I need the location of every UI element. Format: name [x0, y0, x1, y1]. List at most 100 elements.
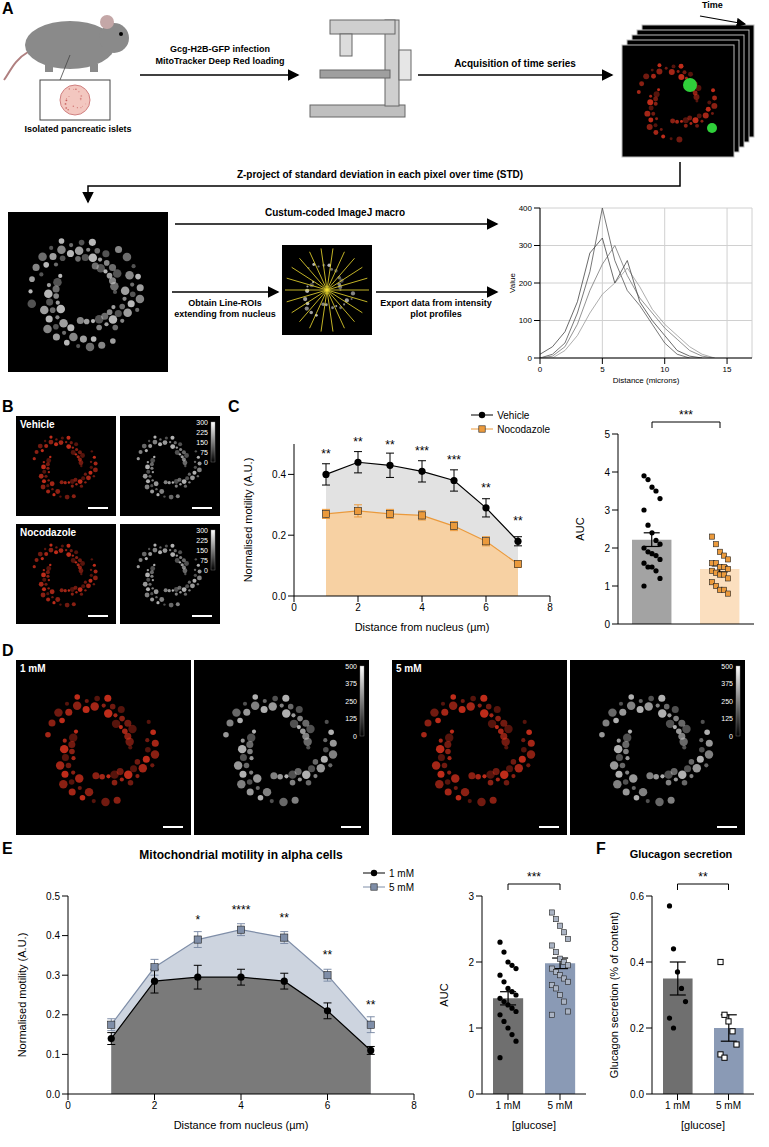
svg-text:375: 375	[345, 680, 357, 687]
svg-text:2: 2	[604, 543, 610, 554]
svg-text:0.4: 0.4	[630, 957, 644, 968]
svg-text:0: 0	[538, 365, 543, 374]
svg-text:***: ***	[447, 453, 461, 467]
svg-text:225: 225	[196, 537, 208, 544]
svg-text:****: ****	[232, 903, 251, 917]
html-text:Vehicle: Vehicle	[497, 409, 530, 421]
svg-text:75: 75	[200, 557, 208, 564]
svg-text:0: 0	[528, 354, 533, 363]
svg-text:2: 2	[468, 957, 474, 968]
svg-text:Distance from nucleus (µm): Distance from nucleus (µm)	[355, 621, 490, 633]
svg-text:Glucagon secretion (% of conte: Glucagon secretion (% of content)	[608, 912, 620, 1078]
svg-text:0.4: 0.4	[272, 469, 286, 480]
svg-text:0: 0	[291, 602, 297, 613]
svg-text:0: 0	[604, 619, 610, 630]
svg-text:5: 5	[604, 429, 610, 440]
svg-text:0.2: 0.2	[46, 1009, 60, 1020]
svg-text:150: 150	[196, 439, 208, 446]
svg-text:[glucose]: [glucose]	[512, 1119, 556, 1131]
svg-text:6: 6	[325, 1100, 331, 1111]
svg-text:250: 250	[721, 698, 733, 705]
svg-text:***: ***	[415, 444, 429, 458]
svg-text:0.0: 0.0	[272, 591, 286, 602]
svg-text:0.1: 0.1	[46, 1049, 60, 1060]
svg-text:1: 1	[604, 581, 610, 592]
svg-text:500: 500	[721, 663, 733, 670]
svg-text:3: 3	[468, 891, 474, 902]
svg-text:4: 4	[419, 602, 425, 613]
svg-text:1 mM: 1 mM	[496, 1100, 521, 1111]
svg-text:250: 250	[345, 698, 357, 705]
svg-text:**: **	[353, 435, 363, 449]
svg-text:0.3: 0.3	[46, 970, 60, 981]
svg-text:125: 125	[721, 715, 733, 722]
svg-text:Distance from nucleus (µm): Distance from nucleus (µm)	[174, 1119, 309, 1131]
svg-text:10: 10	[660, 365, 669, 374]
svg-text:0.4: 0.4	[46, 930, 60, 941]
svg-text:2: 2	[355, 602, 361, 613]
svg-text:300: 300	[196, 527, 208, 534]
svg-text:Normalised motility (A.U.): Normalised motility (A.U.)	[16, 933, 28, 1058]
svg-text:**: **	[323, 948, 333, 962]
svg-text:*: *	[195, 913, 200, 927]
svg-text:1 mM: 1 mM	[665, 1100, 690, 1111]
svg-text:0: 0	[353, 733, 357, 740]
svg-text:0.0: 0.0	[630, 1089, 644, 1100]
svg-text:0: 0	[65, 1100, 71, 1111]
svg-text:4: 4	[604, 467, 610, 478]
svg-text:500: 500	[345, 663, 357, 670]
svg-text:**: **	[481, 481, 491, 495]
svg-text:**: **	[366, 998, 376, 1012]
svg-text:5 mM: 5 mM	[716, 1100, 741, 1111]
svg-text:4: 4	[238, 1100, 244, 1111]
svg-text:[glucose]: [glucose]	[681, 1119, 725, 1131]
html-text:Nocodazole: Nocodazole	[497, 423, 550, 435]
svg-text:0.2: 0.2	[630, 1023, 644, 1034]
html-text:C: C	[228, 398, 240, 415]
svg-text:15: 15	[723, 365, 732, 374]
svg-text:0.2: 0.2	[272, 530, 286, 541]
svg-text:6: 6	[483, 602, 489, 613]
svg-text:5 mM: 5 mM	[548, 1100, 573, 1111]
svg-text:**: **	[321, 447, 331, 461]
svg-text:300: 300	[519, 241, 533, 250]
svg-text:5: 5	[600, 365, 605, 374]
svg-text:0: 0	[468, 1089, 474, 1100]
svg-text:AUC: AUC	[438, 983, 450, 1006]
svg-text:200: 200	[519, 279, 533, 288]
svg-text:8: 8	[547, 602, 553, 613]
svg-text:0.5: 0.5	[46, 891, 60, 902]
svg-text:Distance (microns): Distance (microns)	[613, 376, 680, 385]
svg-text:100: 100	[519, 316, 533, 325]
svg-text:1: 1	[468, 1023, 474, 1034]
svg-text:**: **	[698, 870, 708, 884]
html-text:Export data from intensity plo: Export data from intensity plot profiles	[380, 298, 492, 319]
svg-text:400: 400	[519, 204, 533, 213]
svg-text:0: 0	[204, 459, 208, 466]
svg-text:3: 3	[604, 505, 610, 516]
svg-text:Normalised motility (A.U.): Normalised motility (A.U.)	[242, 458, 254, 583]
html-text:Obtain Line-ROIs extending fro: Obtain Line-ROIs extending from nucleus	[174, 298, 276, 319]
svg-text:**: **	[385, 438, 395, 452]
svg-text:**: **	[513, 514, 523, 528]
svg-text:75: 75	[200, 449, 208, 456]
svg-text:0: 0	[729, 733, 733, 740]
svg-text:125: 125	[345, 715, 357, 722]
svg-text:375: 375	[721, 680, 733, 687]
html-text:B: B	[2, 398, 14, 415]
svg-text:***: ***	[527, 870, 541, 884]
svg-text:8: 8	[411, 1100, 417, 1111]
svg-text:2: 2	[152, 1100, 158, 1111]
svg-text:Value: Value	[508, 273, 517, 293]
svg-text:300: 300	[196, 419, 208, 426]
svg-text:0.6: 0.6	[630, 891, 644, 902]
html-text:A: A	[2, 0, 14, 17]
svg-text:225: 225	[196, 429, 208, 436]
svg-text:AUC: AUC	[574, 517, 586, 540]
svg-text:0.0: 0.0	[46, 1089, 60, 1100]
svg-text:***: ***	[679, 408, 693, 422]
html-text:Mitochondrial motility in alph: Mitochondrial motility in alpha cells	[139, 848, 343, 862]
svg-text:**: **	[280, 911, 290, 925]
svg-text:0: 0	[204, 567, 208, 574]
svg-text:150: 150	[196, 547, 208, 554]
